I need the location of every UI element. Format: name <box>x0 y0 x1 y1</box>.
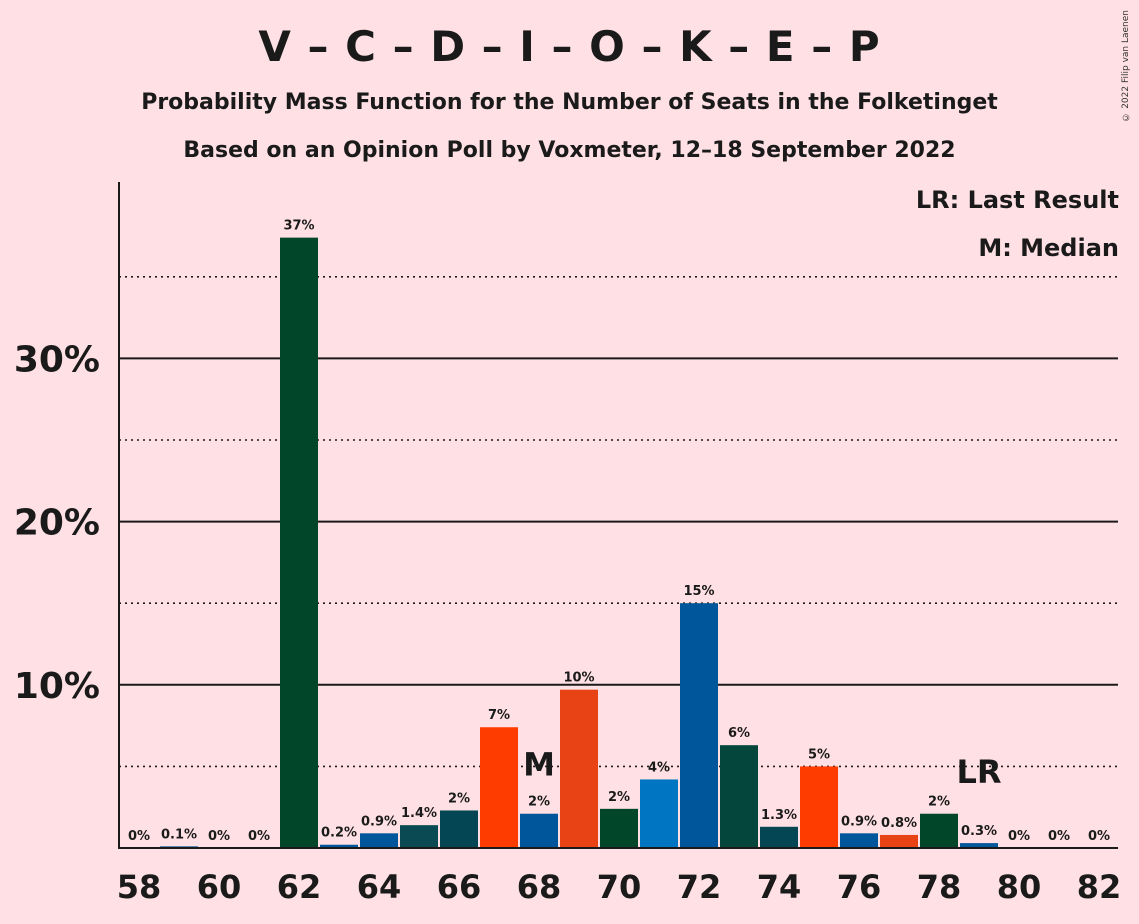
bar <box>600 808 638 848</box>
bar <box>400 825 438 848</box>
x-tick-label: 76 <box>837 868 882 906</box>
bar-value-label: 0% <box>128 829 150 844</box>
x-tick-label: 60 <box>197 868 242 906</box>
bar <box>800 766 838 848</box>
bar-value-label: 0.9% <box>361 814 397 829</box>
bar-value-label: 2% <box>608 790 630 805</box>
x-tick-label: 68 <box>517 868 562 906</box>
bar <box>280 237 318 848</box>
bar-value-label: 10% <box>563 671 594 686</box>
bar <box>360 833 398 848</box>
chart-subtitle: Probability Mass Function for the Number… <box>141 90 998 115</box>
bar <box>440 810 478 848</box>
bar-value-label: 15% <box>683 584 714 599</box>
bar-value-label: 0.2% <box>321 826 357 841</box>
bar-value-label: 0% <box>248 829 270 844</box>
bar <box>720 745 758 848</box>
y-tick-label: 10% <box>14 666 100 707</box>
bar-value-label: 0% <box>208 829 230 844</box>
x-tick-label: 66 <box>437 868 482 906</box>
x-tick-label: 74 <box>757 868 802 906</box>
bar-value-label: 4% <box>648 760 670 775</box>
bar-value-label: 2% <box>928 795 950 810</box>
bar-value-label: 37% <box>283 219 314 234</box>
x-tick-label: 70 <box>597 868 642 906</box>
x-tick-label: 72 <box>677 868 722 906</box>
bar <box>880 834 918 848</box>
chart-source-line: Based on an Opinion Poll by Voxmeter, 12… <box>183 138 956 163</box>
legend-median: M: Median <box>978 234 1119 262</box>
bar-value-label: 0% <box>1048 829 1070 844</box>
bar <box>760 826 798 848</box>
x-tick-label: 82 <box>1077 868 1122 906</box>
x-tick-label: 62 <box>277 868 322 906</box>
x-tick-label: 64 <box>357 868 402 906</box>
bar <box>920 813 958 848</box>
bar-value-label: 2% <box>448 791 470 806</box>
chart-title: V – C – D – I – O – K – E – P <box>258 22 881 71</box>
bar-value-label: 0.8% <box>881 816 917 831</box>
bar-value-label: 6% <box>728 726 750 741</box>
y-tick-label: 30% <box>14 339 100 380</box>
bar-value-label: 0.9% <box>841 814 877 829</box>
bar-value-label: 7% <box>488 708 510 723</box>
bar-value-label: 2% <box>528 795 550 810</box>
bar-value-label: 0% <box>1008 829 1030 844</box>
bar-value-label: 1.4% <box>401 806 437 821</box>
bar-value-label: 0% <box>1088 829 1110 844</box>
bar <box>480 727 518 848</box>
bar <box>680 603 718 848</box>
bar <box>320 844 358 848</box>
bar <box>840 833 878 848</box>
last-result-marker: LR <box>956 753 1001 791</box>
x-tick-label: 78 <box>917 868 962 906</box>
bar-value-label: 1.3% <box>761 808 797 823</box>
bar-value-label: 5% <box>808 747 830 762</box>
median-marker: M <box>523 746 555 784</box>
bar <box>640 779 678 848</box>
legend-last-result: LR: Last Result <box>915 186 1119 214</box>
bar <box>560 689 598 848</box>
x-tick-label: 58 <box>117 868 162 906</box>
bar <box>960 843 998 848</box>
x-tick-label: 80 <box>997 868 1042 906</box>
bar <box>520 813 558 848</box>
y-tick-label: 20% <box>14 503 100 544</box>
bar-value-label: 0.1% <box>161 827 197 842</box>
bar-value-label: 0.3% <box>961 824 997 839</box>
